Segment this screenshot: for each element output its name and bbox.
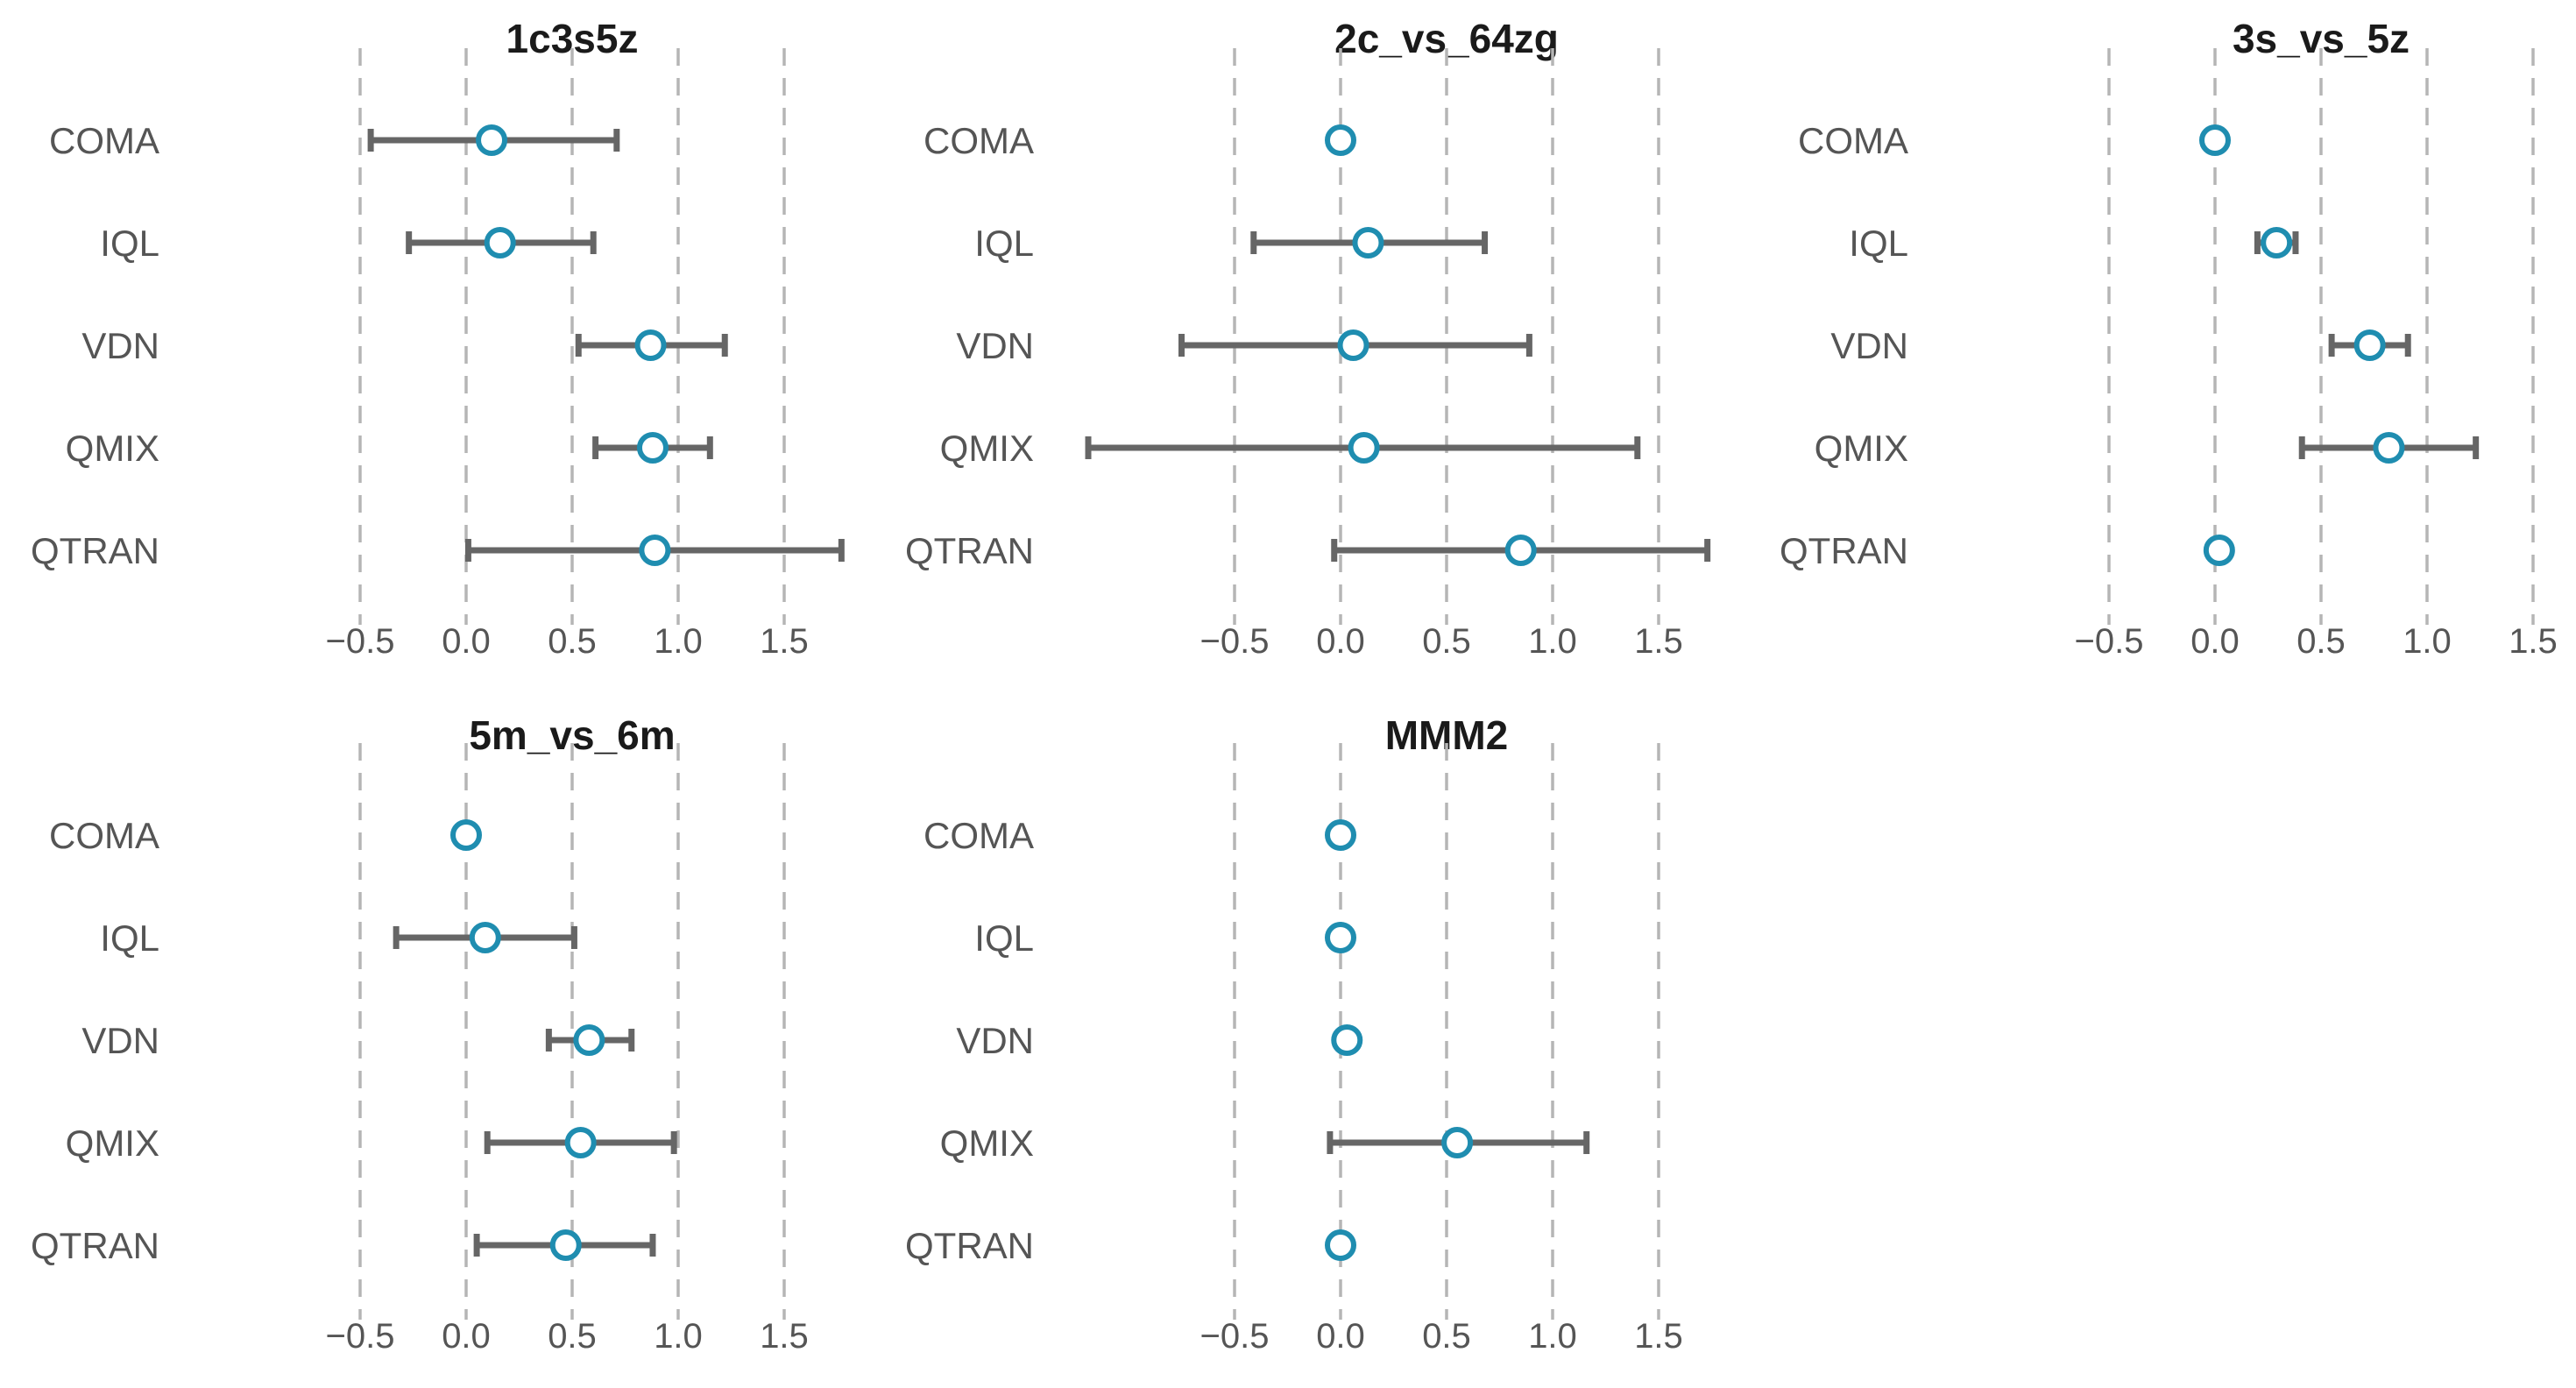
x-tick-label: 0.0 xyxy=(442,1317,491,1356)
point-estimate xyxy=(1325,1229,1356,1261)
category-label: IQL xyxy=(100,917,159,959)
x-tick-label: 1.5 xyxy=(2509,622,2558,661)
panel-5m-vs-6m: 5m_vs_6m−0.5 0.0 0.5 1.0 1.5COMAIQLVDNQMIXQT… xyxy=(31,712,809,1356)
point-estimate xyxy=(484,227,516,258)
category-label: VDN xyxy=(81,325,159,366)
point-estimate xyxy=(1504,535,1537,566)
x-tick-label: 1.0 xyxy=(1528,622,1577,661)
point-estimate xyxy=(1337,329,1369,361)
point-estimate xyxy=(1325,124,1356,156)
panel-3s-vs-5z: 3s_vs_5z−0.5 0.0 0.5 1.0 1.5COMAIQLVDNQMIXQT… xyxy=(1780,16,2558,661)
point-estimate xyxy=(549,1229,582,1261)
category-label: VDN xyxy=(956,325,1034,366)
x-tick-label: −0.5 xyxy=(326,1317,395,1356)
category-label: QMIX xyxy=(66,1122,159,1164)
category-label: COMA xyxy=(924,120,1034,161)
category-label: COMA xyxy=(49,815,159,856)
x-tick-label: 0.0 xyxy=(1316,622,1365,661)
category-label: QMIX xyxy=(940,1122,1034,1164)
x-tick-label: 1.5 xyxy=(1634,1317,1683,1356)
x-tick-label: 0.0 xyxy=(1316,1317,1365,1356)
point-estimate xyxy=(476,124,508,156)
x-tick-label: 1.0 xyxy=(1528,1317,1577,1356)
category-label: QMIX xyxy=(1815,428,1908,469)
panel-2c-vs-64zg: 2c_vs_64zg−0.5 0.0 0.5 1.0 1.5COMAIQLVDNQMIX… xyxy=(905,16,1711,661)
point-estimate xyxy=(2353,329,2386,361)
point-estimate xyxy=(1331,1024,1363,1056)
point-estimate xyxy=(573,1024,605,1056)
x-tick-label: 1.5 xyxy=(760,622,809,661)
x-tick-label: 0.5 xyxy=(2296,622,2346,661)
x-tick-label: 1.0 xyxy=(2403,622,2452,661)
x-tick-label: −0.5 xyxy=(1200,1317,1270,1356)
category-label: VDN xyxy=(1830,325,1908,366)
category-label: QTRAN xyxy=(1780,530,1908,571)
x-tick-label: 1.0 xyxy=(654,1317,703,1356)
category-label: QMIX xyxy=(66,428,159,469)
point-estimate xyxy=(639,535,671,566)
x-tick-label: −0.5 xyxy=(1200,622,1270,661)
x-tick-label: 0.5 xyxy=(548,1317,597,1356)
category-label: COMA xyxy=(1798,120,1908,161)
panel-1c3s5z: 1c3s5z−0.5 0.0 0.5 1.0 1.5COMAIQLVDNQMIXQTRA… xyxy=(31,16,845,661)
category-label: QTRAN xyxy=(905,530,1034,571)
point-estimate xyxy=(2261,227,2293,258)
category-label: VDN xyxy=(81,1020,159,1061)
category-label: QTRAN xyxy=(905,1225,1034,1266)
category-label: IQL xyxy=(1849,223,1908,264)
category-label: QMIX xyxy=(940,428,1034,469)
category-label: VDN xyxy=(956,1020,1034,1061)
point-estimate xyxy=(2373,432,2405,464)
point-estimate xyxy=(469,922,501,953)
point-estimate xyxy=(2199,124,2231,156)
x-tick-label: 1.5 xyxy=(760,1317,809,1356)
category-label: IQL xyxy=(100,223,159,264)
point-estimate xyxy=(1441,1127,1474,1158)
point-estimate xyxy=(2203,535,2235,566)
x-tick-label: −0.5 xyxy=(2075,622,2144,661)
x-tick-label: 1.5 xyxy=(1634,622,1683,661)
x-tick-label: 0.0 xyxy=(2190,622,2240,661)
point-estimate xyxy=(1325,922,1356,953)
category-label: QTRAN xyxy=(31,1225,159,1266)
point-estimate xyxy=(564,1127,597,1158)
point-estimate xyxy=(1352,227,1384,258)
point-estimate xyxy=(636,432,669,464)
x-tick-label: −0.5 xyxy=(326,622,395,661)
point-estimate xyxy=(1348,432,1380,464)
x-tick-label: 0.5 xyxy=(1422,622,1471,661)
x-tick-label: 0.5 xyxy=(1422,1317,1471,1356)
category-label: IQL xyxy=(974,223,1034,264)
category-label: QTRAN xyxy=(31,530,159,571)
category-label: COMA xyxy=(49,120,159,161)
x-tick-label: 1.0 xyxy=(654,622,703,661)
x-tick-label: 0.0 xyxy=(442,622,491,661)
point-estimate xyxy=(634,329,667,361)
category-label: COMA xyxy=(924,815,1034,856)
point-estimate xyxy=(450,819,482,851)
point-estimate xyxy=(1325,819,1356,851)
x-tick-label: 0.5 xyxy=(548,622,597,661)
category-label: IQL xyxy=(974,917,1034,959)
